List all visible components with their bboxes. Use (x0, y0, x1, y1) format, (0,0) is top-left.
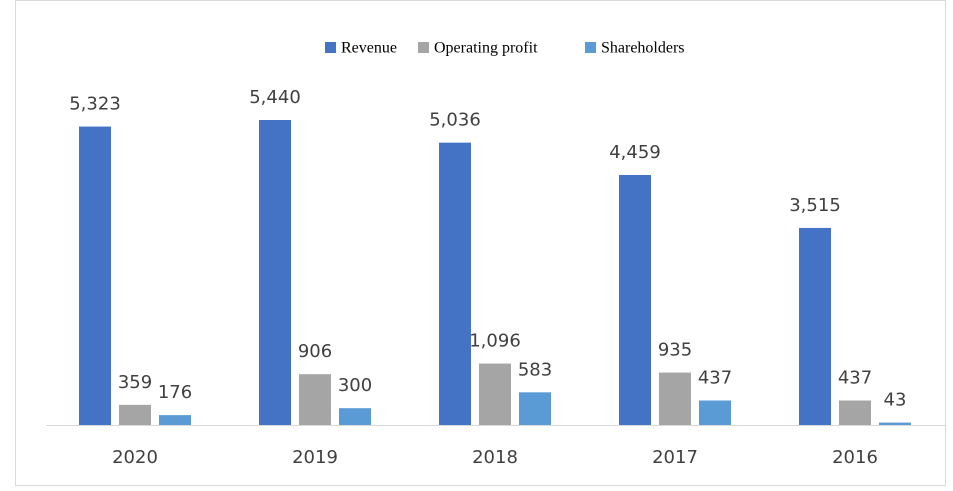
x-tick-label: 2017 (652, 447, 698, 468)
data-label: 359 (118, 372, 152, 393)
bar (699, 400, 731, 425)
bar (839, 400, 871, 425)
data-label: 5,323 (69, 94, 121, 115)
legend-label: Revenue (341, 40, 397, 57)
data-label: 5,036 (429, 110, 481, 131)
legend-swatch (418, 42, 429, 53)
bar (479, 363, 511, 425)
bar (879, 422, 911, 425)
data-label: 935 (658, 340, 692, 361)
bar (439, 142, 471, 425)
legend-label: Shareholders (601, 40, 685, 57)
data-label: 300 (338, 375, 372, 396)
bar (259, 120, 291, 425)
data-label: 583 (518, 359, 552, 380)
bar (339, 408, 371, 425)
data-label: 437 (838, 367, 872, 388)
bar (79, 126, 111, 425)
data-label: 3,515 (789, 195, 841, 216)
data-label: 437 (698, 367, 732, 388)
bar (159, 415, 191, 425)
bar (799, 227, 831, 425)
bar (119, 404, 151, 425)
bar (299, 374, 331, 425)
data-label: 176 (158, 382, 192, 403)
bar (659, 372, 691, 425)
legend-swatch (585, 42, 596, 53)
bar (519, 392, 551, 425)
data-label: 5,440 (249, 87, 301, 108)
x-tick-label: 2020 (112, 447, 158, 468)
bar (619, 175, 651, 425)
data-label: 906 (298, 341, 332, 362)
legend-label: Operating profit (434, 40, 538, 57)
data-label: 4,459 (609, 142, 661, 163)
data-label: 43 (884, 390, 907, 411)
legend-swatch (325, 42, 336, 53)
x-tick-label: 2016 (832, 447, 878, 468)
x-tick-label: 2019 (292, 447, 338, 468)
data-label: 1,096 (469, 331, 521, 352)
x-tick-label: 2018 (472, 447, 518, 468)
